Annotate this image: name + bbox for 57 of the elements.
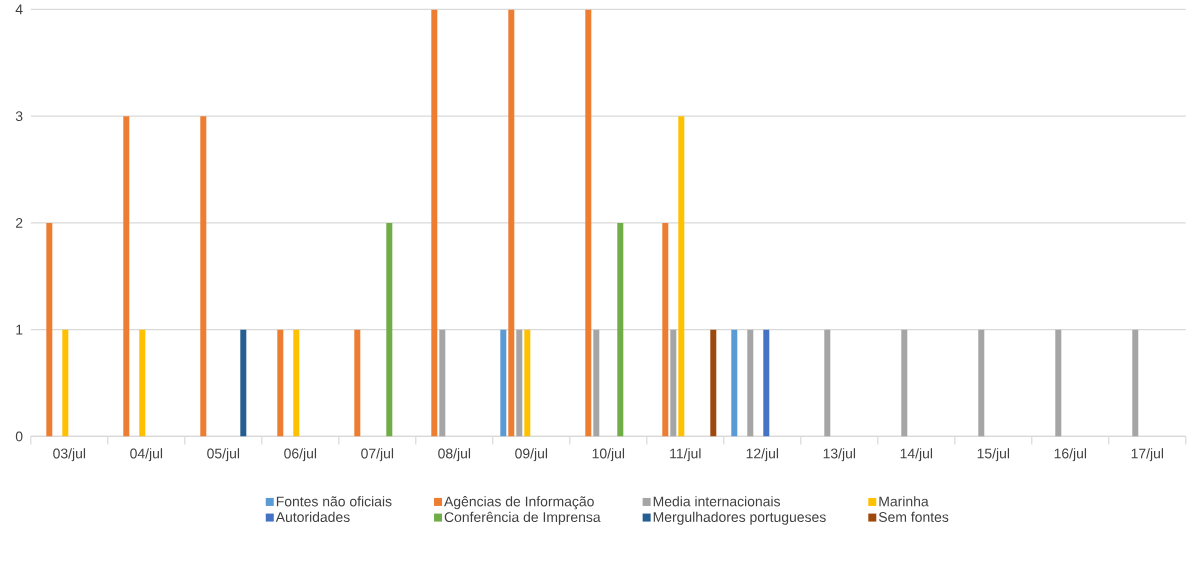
x-tick-label: 13/jul [823,448,856,462]
legend-label: Agências de Informação [444,496,594,510]
x-tick-label: 16/jul [1054,448,1087,462]
y-tick-label: 2 [15,218,23,228]
bar [508,9,515,437]
bar [710,329,717,437]
x-tick-label: 08/jul [438,448,471,462]
legend-label: Sem fontes [878,511,949,523]
legend-label: Autoridades [275,511,350,523]
x-tick-label: 12/jul [746,448,779,462]
y-tick-label: 3 [15,111,23,122]
bar [585,9,592,437]
bar [824,329,831,437]
legend-label: Mergulhadores portugueses [653,511,826,525]
bar [516,329,523,437]
bar [439,329,446,437]
bar [240,329,247,437]
bar [200,116,207,437]
bar [901,329,908,437]
bar [524,329,531,437]
legend-label: Conferência de Imprensa [444,511,601,525]
x-tick-label: 03/jul [53,448,86,462]
bar [763,329,770,437]
bar [978,329,985,437]
legend-label: Fontes não oficiais [276,496,392,507]
x-tick-label: 15/jul [977,448,1010,462]
bar [431,9,438,437]
x-tick-label: 14/jul [900,448,933,462]
bar [139,329,146,437]
legend-label: Marinha [879,496,929,507]
legend-label: Media internacionais [653,496,781,507]
bar [1055,329,1062,437]
bar [123,116,130,437]
y-tick-label: 1 [16,324,23,335]
bar [731,329,738,437]
x-tick-label: 09/jul [515,448,548,462]
bar [277,329,284,437]
bar [617,222,624,437]
bar [386,222,393,437]
bar [662,222,669,437]
bar [293,329,300,437]
x-tick-label: 11/jul [670,448,701,462]
bar [593,329,600,437]
x-tick-label: 05/jul [207,448,240,462]
x-tick-label: 06/jul [284,448,317,462]
bar [747,329,754,437]
y-tick-label: 4 [15,4,23,15]
bar [1132,329,1139,437]
x-tick-label: 10/jul [592,448,625,462]
x-tick-label: 17/jul [1131,448,1164,462]
bar [670,329,677,437]
bar [354,329,361,437]
y-tick-label: 0 [15,431,23,442]
bar [500,329,507,437]
bar [678,116,685,437]
x-tick-label: 07/jul [361,448,394,462]
x-tick-label: 04/jul [130,448,163,462]
